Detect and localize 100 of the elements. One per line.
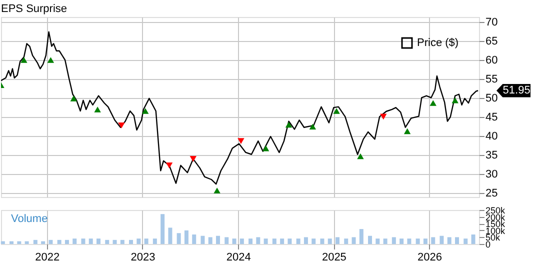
bar [192, 234, 196, 244]
bar [10, 241, 14, 244]
bar [120, 240, 124, 244]
point [357, 153, 364, 160]
bar [272, 238, 276, 244]
bar [416, 238, 420, 244]
chart-title: EPS Surprise [1, 2, 68, 15]
bar [176, 233, 181, 244]
bar [208, 237, 212, 244]
point [142, 108, 149, 114]
bar [64, 240, 69, 244]
x-tick-label: 2026 [418, 252, 442, 262]
bar [328, 238, 332, 244]
bar [344, 238, 348, 244]
line-series [1, 31, 479, 185]
bar [129, 240, 134, 244]
y-tick-label: 70 [486, 16, 498, 28]
point [166, 162, 173, 168]
bar [431, 237, 436, 244]
point [309, 124, 316, 130]
bar [152, 238, 157, 244]
point [238, 138, 244, 144]
bar [41, 241, 46, 244]
bar [48, 240, 53, 244]
bar [296, 238, 300, 244]
bar [184, 230, 188, 244]
bar [0, 241, 5, 244]
point [214, 188, 220, 194]
bar [256, 237, 260, 244]
bar [216, 236, 220, 244]
bar [407, 238, 412, 244]
x-tick-label: 2025 [322, 252, 346, 262]
point [118, 122, 125, 128]
bar [264, 238, 268, 244]
bar [383, 238, 388, 244]
bar [312, 238, 316, 244]
x-tick-label: 2023 [130, 252, 156, 262]
bar [240, 238, 244, 244]
bar [168, 228, 172, 244]
bar [447, 237, 452, 244]
y-tick-label: 35 [486, 150, 498, 162]
y-tick-label: 60 [486, 54, 498, 66]
bar [376, 238, 380, 244]
chart-title: Volume [11, 213, 48, 225]
bar [112, 240, 117, 244]
bar [248, 238, 253, 244]
bar [136, 238, 141, 244]
y-tick-label: 55 [486, 74, 498, 86]
bar [232, 238, 236, 244]
bar [33, 240, 38, 244]
bar [24, 241, 29, 244]
y-tick-label: 40 [486, 130, 498, 143]
bar [400, 238, 404, 244]
y-tick-label: 25 [486, 188, 498, 200]
annotation: 51.95 [502, 84, 530, 97]
bar [72, 238, 77, 244]
bar [423, 238, 428, 244]
bar [440, 236, 444, 244]
y-tick-label: 45 [486, 112, 498, 124]
point [94, 106, 101, 112]
bar [81, 238, 86, 244]
x-tick-label: 2022 [35, 252, 60, 262]
y-tick-label: 0 [486, 240, 491, 250]
y-tick-label: 30 [486, 168, 498, 181]
bar [455, 237, 460, 244]
x-tick-label: 2024 [226, 252, 251, 262]
bar [464, 238, 468, 244]
point [430, 100, 436, 106]
point [190, 156, 197, 162]
bar [280, 238, 284, 244]
point [404, 128, 411, 134]
bar [304, 237, 308, 244]
bar [144, 238, 148, 244]
point [452, 97, 458, 104]
bar [368, 236, 372, 244]
bar [200, 236, 205, 244]
bar [57, 240, 62, 244]
bar [352, 237, 356, 244]
bar [224, 237, 229, 244]
point [285, 122, 292, 128]
point [47, 57, 54, 63]
bar [105, 240, 110, 244]
y-tick-label: 50 [486, 92, 498, 105]
bar [320, 238, 324, 244]
bar [160, 214, 165, 244]
bar [96, 238, 101, 244]
point [20, 57, 28, 63]
point [333, 108, 340, 114]
point [262, 145, 270, 152]
bar [359, 229, 364, 244]
bar [88, 238, 93, 244]
bar [471, 234, 476, 244]
bar [17, 241, 22, 244]
bar [392, 237, 396, 244]
legend-label: Price ($) [417, 37, 459, 49]
point [380, 114, 387, 120]
point [70, 96, 78, 102]
bar [288, 238, 292, 244]
y-tick-label: 65 [486, 35, 498, 48]
y-tick-label: 250k [486, 206, 506, 216]
